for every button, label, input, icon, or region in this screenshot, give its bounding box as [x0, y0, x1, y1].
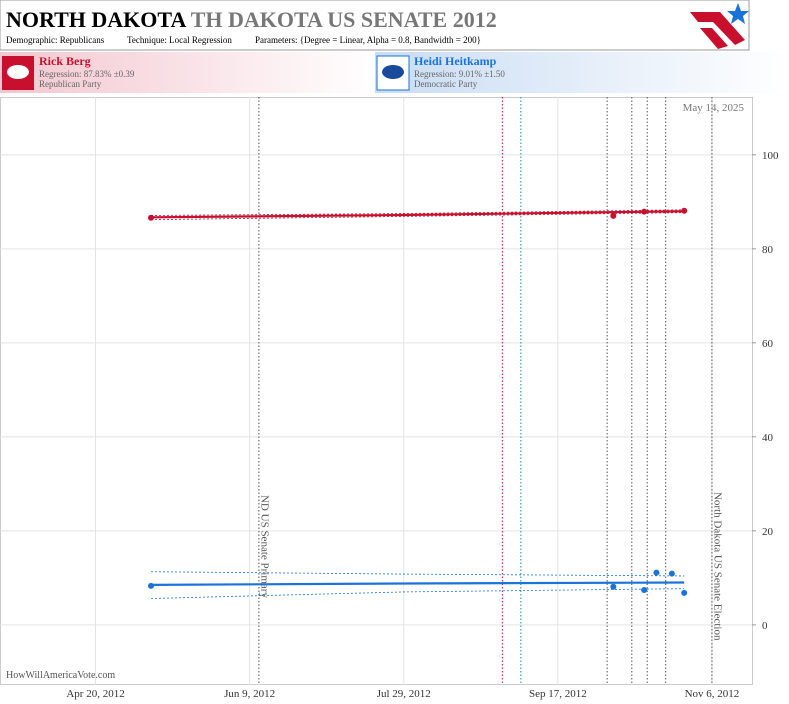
legend-regression: Regression: 87.83% ±0.39 [39, 69, 135, 79]
trend-line [151, 210, 685, 219]
poll-point [681, 207, 688, 214]
y-tick-label: 60 [762, 338, 774, 350]
title-overlay: TH DAKOTA US SENATE 2012 [191, 7, 497, 32]
subtitle: Technique: Local Regression [127, 35, 232, 45]
trend-line [151, 581, 685, 586]
poll-point [681, 589, 688, 596]
x-tick-label: Nov 6, 2012 [685, 688, 740, 700]
party-icon [7, 65, 29, 79]
x-tick-label: Apr 20, 2012 [66, 688, 124, 700]
event-label: North Dakota US Senate Election [711, 492, 723, 641]
trend-band [151, 588, 685, 599]
trend-band [151, 212, 685, 221]
poll-point [641, 587, 648, 594]
legend-box [0, 52, 375, 93]
poll-point [148, 214, 155, 221]
header-box [0, 0, 750, 51]
y-tick-label: 80 [762, 244, 774, 256]
legend-party: Democratic Party [414, 79, 478, 89]
poll-point [653, 569, 660, 576]
y-tick-label: 0 [762, 620, 768, 632]
y-tick-label: 40 [762, 432, 774, 444]
legend-party: Republican Party [39, 79, 102, 89]
trend-band [151, 571, 685, 577]
y-tick-label: 100 [762, 150, 779, 162]
y-tick-label: 20 [762, 526, 774, 538]
chart-title: NORTH DAKOTA TH DAKOTA US SENATE 2012 [6, 7, 497, 32]
logo [690, 3, 749, 49]
poll-point [148, 582, 155, 589]
subtitle: Demographic: Republicans [6, 35, 105, 45]
poll-point [610, 583, 617, 590]
subtitle: Parameters: {Degree = Linear, Alpha = 0.… [255, 35, 481, 45]
trend-band [151, 209, 685, 216]
event-label: ND US Senate Primary [258, 495, 270, 598]
party-icon [382, 65, 404, 79]
x-tick-label: Jul 29, 2012 [377, 688, 431, 700]
title-main: NORTH DAKOTA [6, 7, 186, 32]
legend-name: Rick Berg [39, 54, 91, 68]
poll-point [610, 212, 617, 219]
legend-regression: Regression: 9.01% ±1.50 [414, 69, 505, 79]
poll-point [668, 570, 675, 577]
x-tick-label: Jun 9, 2012 [224, 688, 275, 700]
date-stamp: May 14, 2025 [683, 102, 745, 114]
plot-frame [0, 97, 753, 685]
watermark: HowWillAmericaVote.com [6, 670, 115, 681]
poll-point [641, 208, 648, 215]
legend-box [375, 52, 789, 93]
x-tick-label: Sep 17, 2012 [529, 688, 587, 700]
legend-name: Heidi Heitkamp [414, 54, 497, 68]
